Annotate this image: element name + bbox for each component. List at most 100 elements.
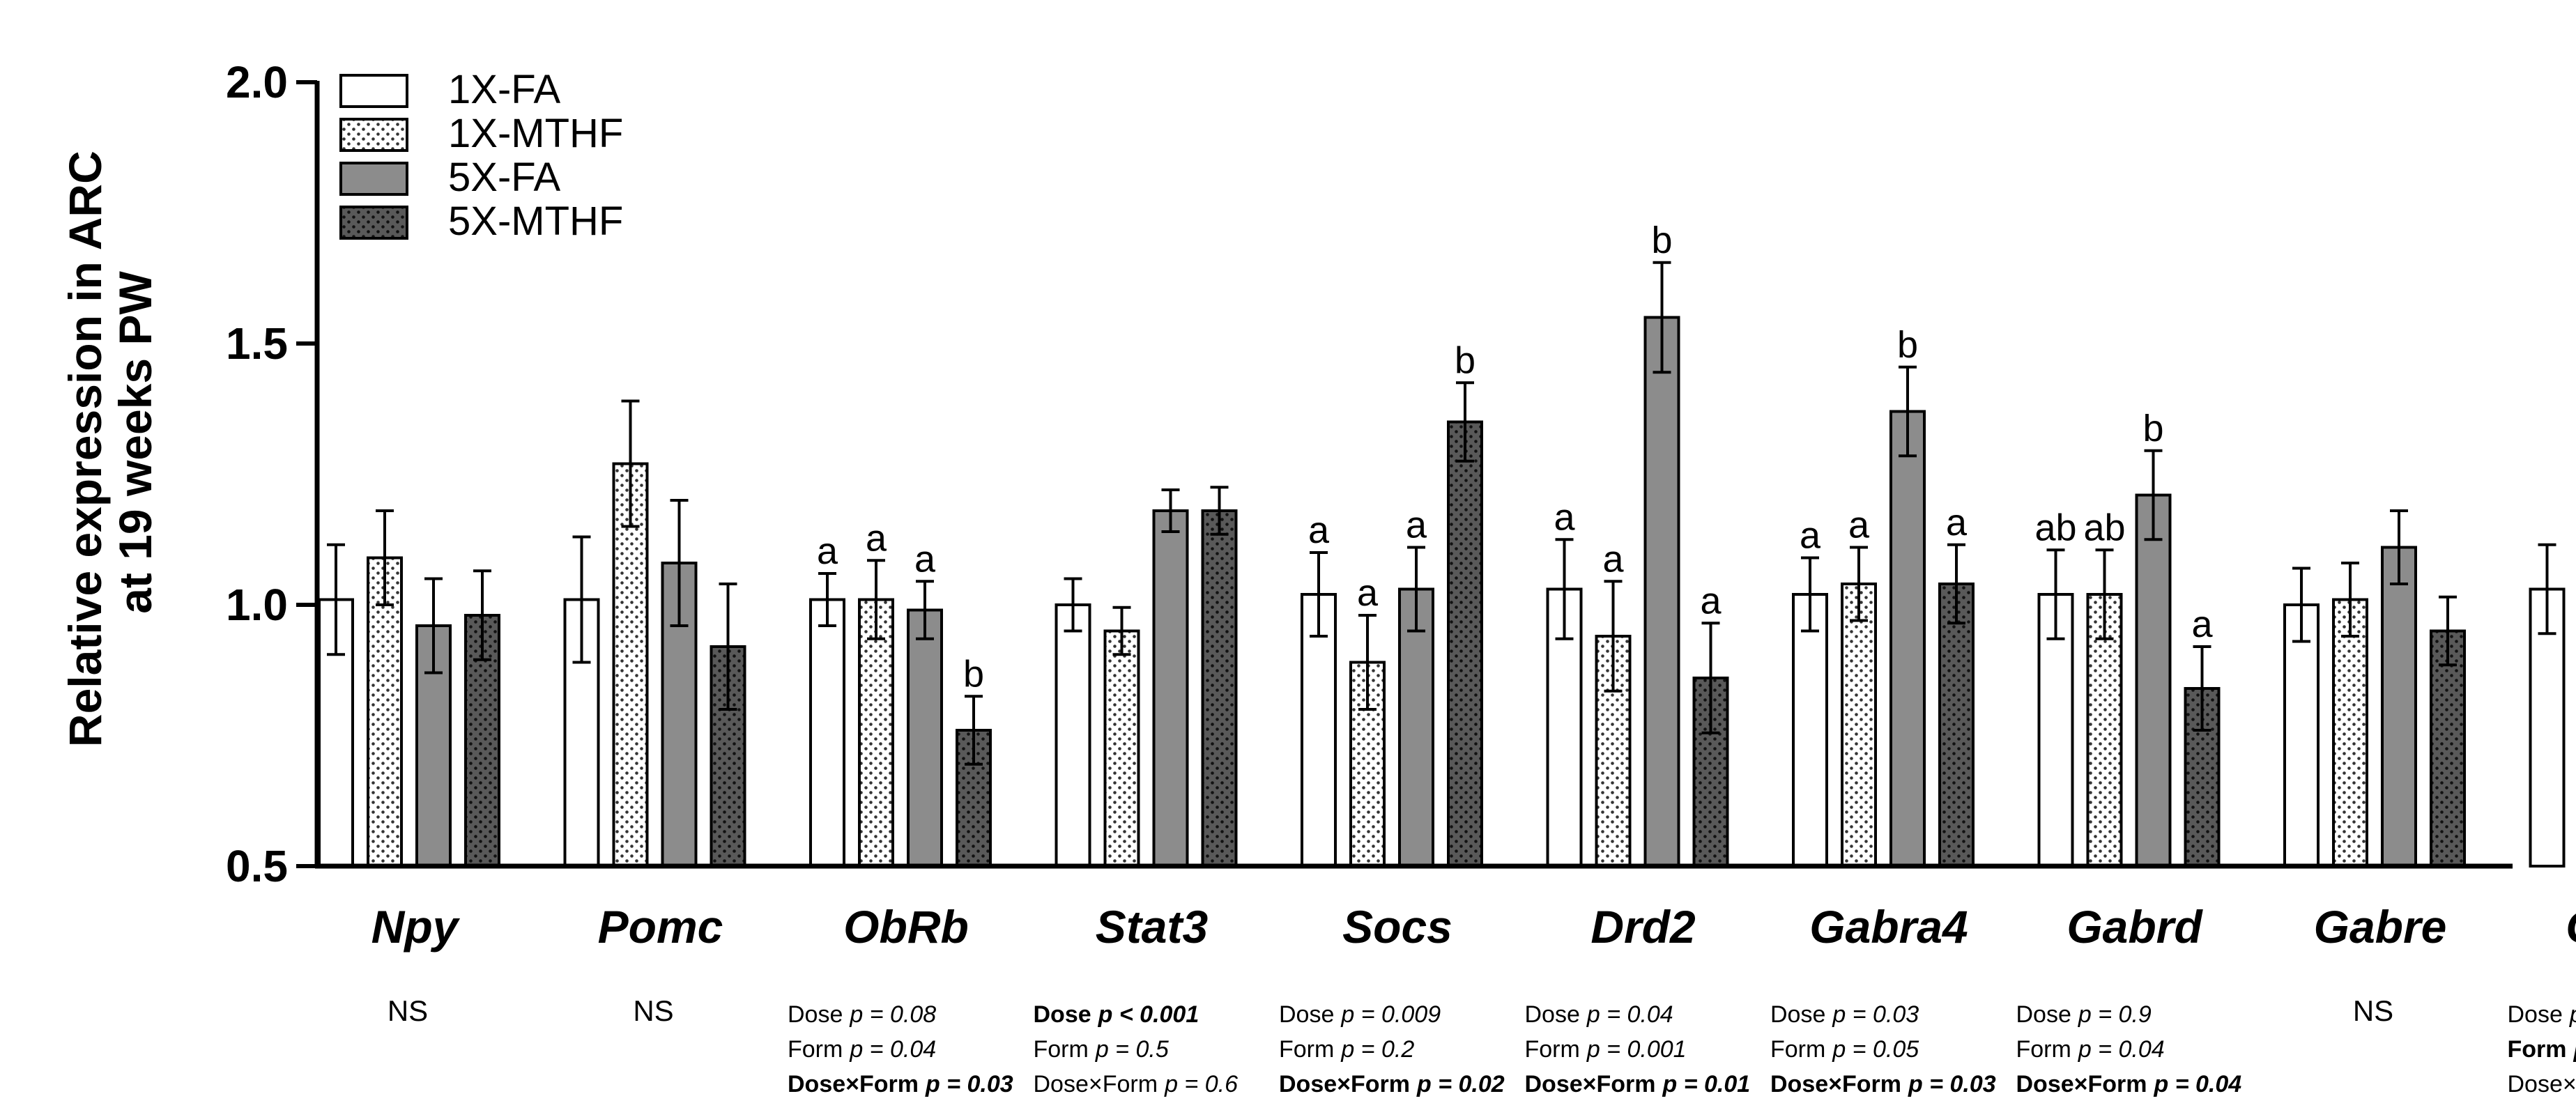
bar-group-stat3 (1055, 486, 1238, 868)
significance-letter: b (1455, 339, 1475, 381)
significance-letter: a (1554, 496, 1575, 538)
legend-item-5x-fa: 5X-FA (339, 155, 560, 200)
gene-label-socs: Socs (1342, 901, 1452, 953)
stat-line: Dose p = 0.08 (788, 1001, 936, 1028)
y-axis-label: Relative expression in ARC at 19 weeks P… (59, 138, 161, 747)
bar-5x-mthf (2430, 629, 2466, 868)
legend-swatch (339, 162, 408, 196)
stat-p-value: p = 0.6 (1164, 1071, 1238, 1097)
stat-line: Dose×Form p = 0.03 (788, 1071, 1013, 1097)
stat-line: Form p = 0.05 (1770, 1036, 1919, 1063)
stat-line: Form p = 0.001 (1525, 1036, 1687, 1063)
stat-term: Dose×Form (1525, 1071, 1656, 1097)
error-bar (2439, 595, 2457, 667)
stat-line: Dose p = 0.03 (1770, 1001, 1919, 1028)
bar-1x-mthf (1841, 583, 1877, 868)
stat-p-value: p = 0.01 (1662, 1071, 1751, 1097)
significance-letter: a (1700, 580, 1722, 622)
stat-p-value: p = 0.009 (1340, 1001, 1441, 1028)
bar-5x-fa (2135, 493, 2172, 868)
legend-item-5x-mthf: 5X-MTHF (339, 199, 623, 244)
stat-term: Dose×Form (2016, 1071, 2147, 1097)
stat-term: Dose (1770, 1001, 1825, 1028)
bar-group-grm2 (2529, 543, 2566, 868)
error-bar (2341, 562, 2359, 638)
bar-group-gabrd: ab ab b a (2034, 408, 2221, 868)
significance-letter: a (1602, 538, 1624, 580)
bar-5x-fa (1643, 316, 1680, 868)
significance-letter: a (1800, 515, 1821, 557)
error-bar (1456, 381, 1474, 463)
error-bar (1801, 556, 1819, 633)
ns-label: NS (633, 994, 673, 1027)
error-bar (1064, 577, 1082, 633)
bar-1x-mthf (858, 598, 894, 868)
significance-letter: b (1897, 324, 1918, 366)
error-bar (1850, 546, 1868, 622)
stat-term: Dose×Form (1034, 1071, 1158, 1097)
gene-label-gabrd: Gabrd (2067, 901, 2203, 953)
stat-line: Form p = 0.03 (2508, 1036, 2576, 1063)
stat-term: Form (1279, 1036, 1334, 1063)
x-axis: Npy Pomc ObRb Stat3 Socs Drd2 Gabra4 Gabrd Gabre… (315, 863, 2576, 953)
error-bar (1701, 622, 1720, 734)
gene-label-obrb: ObRb (843, 901, 969, 953)
legend-label: 5X-FA (448, 155, 560, 200)
significance-letter: a (2191, 603, 2213, 645)
error-bar (572, 535, 591, 664)
stat-term: Dose (1525, 1001, 1580, 1028)
significance-letter: b (2142, 408, 2163, 449)
bar-1x-mthf (2332, 598, 2368, 868)
error-bar (1947, 543, 1965, 625)
stat-p-value: p = 0.03 (2573, 1036, 2576, 1063)
error-bar (1604, 580, 1623, 693)
bar-5x-mthf (1938, 583, 1975, 868)
stat-p-value: p = 0.05 (1832, 1036, 1919, 1063)
bar-5x-fa (661, 562, 698, 868)
legend-label: 5X-MTHF (448, 199, 623, 244)
error-bar (2538, 543, 2556, 635)
significance-letter: a (1357, 572, 1379, 614)
gene-label-gabra4: Gabra4 (1809, 901, 1968, 953)
bar-1x-mthf (1103, 629, 1140, 868)
error-bar (2095, 548, 2114, 640)
stat-line: Form p = 0.5 (1034, 1036, 1169, 1063)
significance-letter: a (914, 538, 936, 580)
gene-label-grm2: Grm2 (2566, 901, 2576, 953)
error-bar (424, 577, 443, 675)
bar-group-pomc (563, 399, 746, 868)
stat-line: Dose p < 0.001 (1034, 1001, 1199, 1028)
bar-5x-mthf (1201, 509, 1238, 868)
significance-letter: a (1406, 504, 1427, 546)
stat-p-value: p = 0.5 (1095, 1036, 1169, 1063)
stat-line: Dose p = 0.5 (2508, 1001, 2576, 1028)
error-bar (376, 509, 394, 606)
error-bar (2193, 645, 2211, 732)
legend-item-1x-fa: 1X-FA (339, 67, 560, 112)
y-axis: 0.5 1.0 1.5 2.0 (226, 57, 320, 891)
stat-p-value: p = 0.03 (1832, 1001, 1919, 1028)
bar-5x-fa (1889, 410, 1926, 868)
legend-label: 1X-FA (448, 67, 560, 112)
stat-line: Form p = 0.2 (1279, 1036, 1414, 1063)
stat-term: Dose×Form (1279, 1071, 1410, 1097)
bar-1x-fa (2283, 603, 2320, 868)
legend-label: 1X-MTHF (448, 111, 623, 156)
error-bar (1358, 614, 1377, 711)
error-bar (1407, 546, 1425, 633)
bar-group-obrb: a a ab (809, 517, 992, 868)
bar-1x-fa (1055, 603, 1091, 868)
bar-5x-fa (2381, 546, 2417, 868)
stat-term: Dose (788, 1001, 843, 1028)
stat-line: Dose×Form p = 0.01 (1525, 1071, 1751, 1097)
significance-letter: a (1848, 504, 1870, 546)
stat-p-value: p < 0.001 (1098, 1001, 1199, 1028)
legend-swatch (339, 206, 408, 240)
stat-line: Dose p = 0.04 (1525, 1001, 1673, 1028)
error-bar (1310, 551, 1328, 638)
ns-label: NS (2353, 994, 2393, 1027)
error-bar (327, 543, 345, 656)
